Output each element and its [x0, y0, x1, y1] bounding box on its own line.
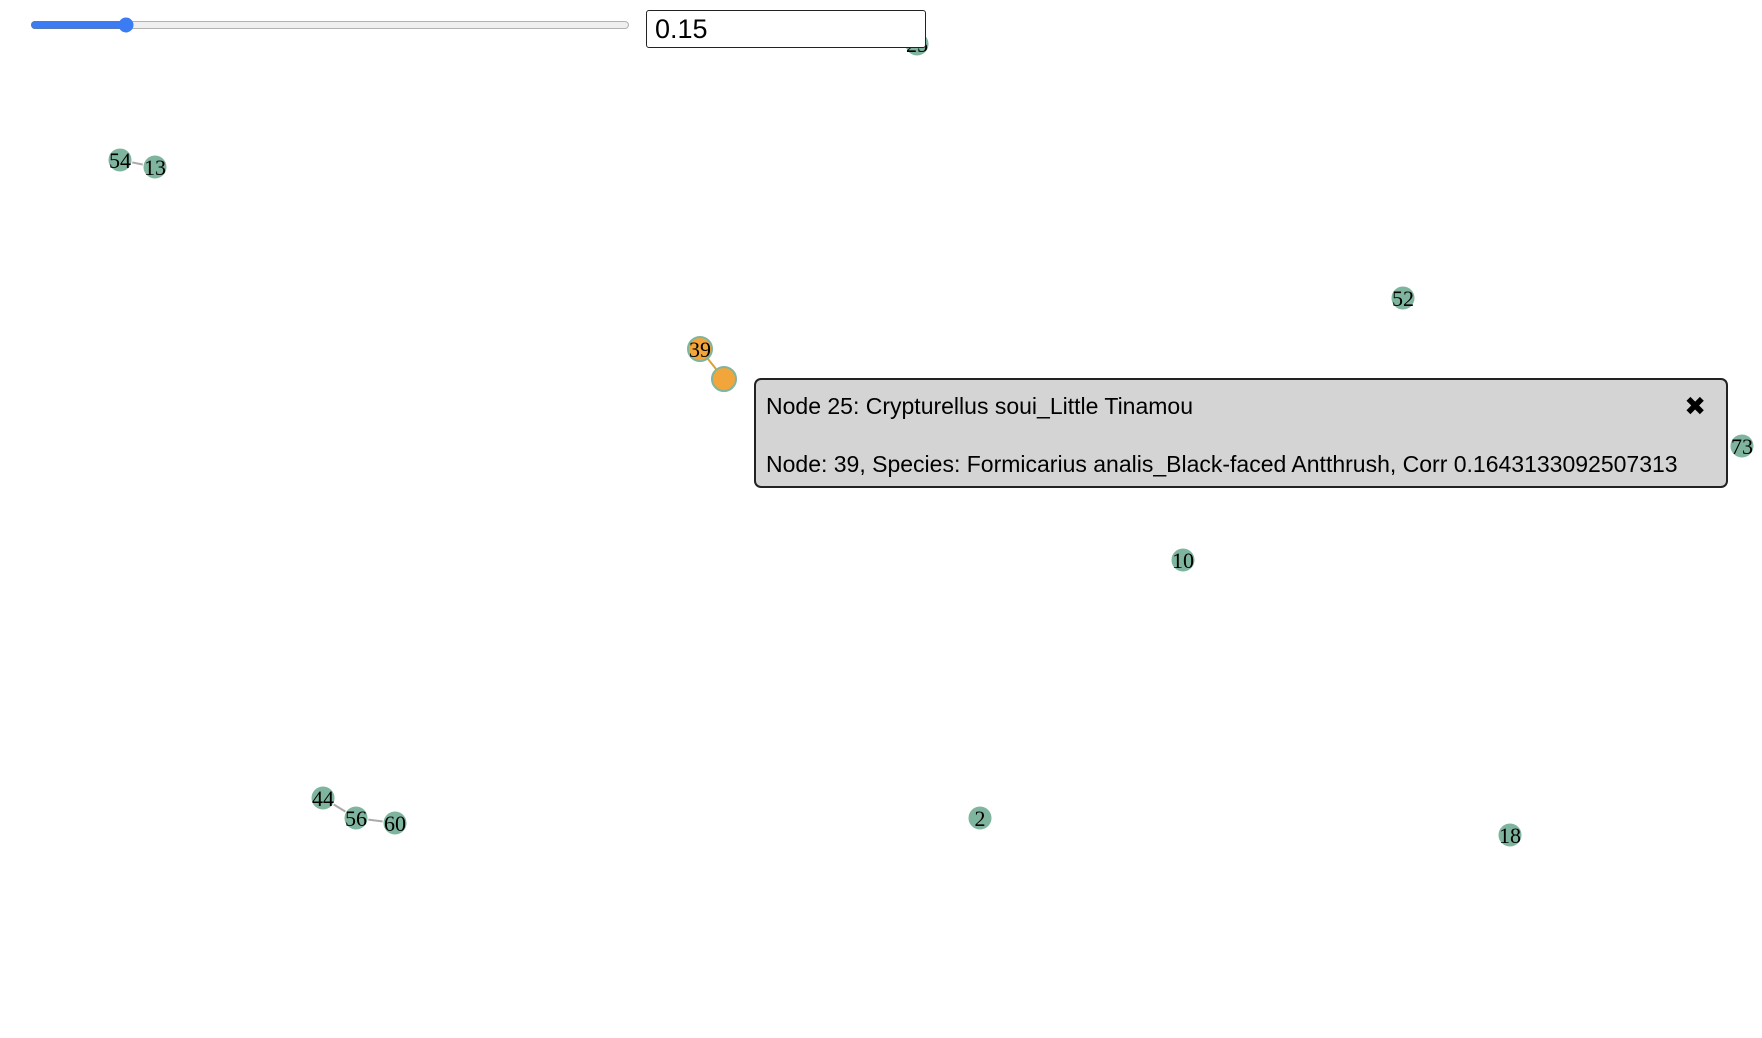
graph-node-2[interactable]: 2 — [967, 805, 993, 831]
node-circle[interactable] — [1729, 433, 1755, 459]
node-circle[interactable] — [1390, 285, 1416, 311]
graph-node-52[interactable]: 52 — [1390, 285, 1416, 311]
graph-node-54[interactable]: 54 — [107, 147, 133, 173]
node-circle[interactable] — [142, 154, 168, 180]
node-circle[interactable] — [687, 336, 713, 362]
node-label: 73 — [1731, 434, 1753, 459]
node-circle[interactable] — [107, 147, 133, 173]
node-circle[interactable] — [1170, 547, 1196, 573]
close-icon[interactable]: ✖ — [1684, 391, 1706, 421]
tooltip-neighbor-line: Node: 39, Species: Formicarius analis_Bl… — [766, 451, 1678, 477]
node-label: 39 — [689, 337, 711, 362]
node-circle[interactable] — [382, 810, 408, 836]
node-circle[interactable] — [967, 805, 993, 831]
graph-node-18[interactable]: 18 — [1497, 822, 1523, 848]
threshold-slider[interactable] — [30, 10, 630, 40]
node-circle[interactable] — [1497, 822, 1523, 848]
node-label: 44 — [312, 786, 334, 811]
node-info-tooltip: Node 25: Crypturellus soui_Little Tinamo… — [754, 378, 1728, 488]
node-label: 18 — [1499, 823, 1521, 848]
tooltip-title: Node 25: Crypturellus soui_Little Tinamo… — [766, 393, 1194, 419]
graph-node-73[interactable]: 73 — [1729, 433, 1755, 459]
node-circle[interactable] — [343, 805, 369, 831]
threshold-input[interactable] — [646, 10, 926, 48]
graph-node-44[interactable]: 44 — [310, 785, 336, 811]
graph-node-56[interactable]: 56 — [343, 805, 369, 831]
node-label: 52 — [1392, 286, 1414, 311]
graph-node-25-selected[interactable] — [711, 366, 737, 392]
node-label: 54 — [109, 148, 131, 173]
node-label: 60 — [384, 811, 406, 836]
node-label: 13 — [144, 155, 166, 180]
graph-node-39[interactable]: 39 — [687, 336, 713, 362]
node-label: 10 — [1172, 548, 1194, 573]
graph-node-13[interactable]: 13 — [142, 154, 168, 180]
node-label: 56 — [345, 806, 367, 831]
threshold-slider-container — [30, 10, 630, 40]
graph-node-10[interactable]: 10 — [1170, 547, 1196, 573]
node-circle[interactable] — [310, 785, 336, 811]
node-circle[interactable] — [711, 366, 737, 392]
node-label: 2 — [975, 806, 986, 831]
graph-node-60[interactable]: 60 — [382, 810, 408, 836]
